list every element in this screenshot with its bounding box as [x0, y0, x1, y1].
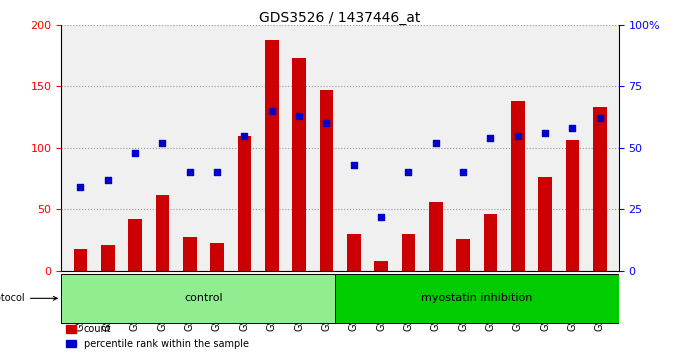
Point: [102, 177, 113, 183]
Bar: [456, 239, 470, 271]
FancyBboxPatch shape: [335, 274, 619, 323]
Point: [430, 140, 441, 146]
Bar: [183, 236, 197, 271]
Bar: [374, 261, 388, 271]
Bar: [265, 40, 279, 271]
Point: [403, 170, 413, 175]
Point: [321, 120, 332, 126]
Point: [211, 170, 222, 175]
Point: [184, 170, 195, 175]
Bar: [156, 195, 169, 271]
Point: [130, 150, 141, 156]
Bar: [101, 245, 114, 271]
Bar: [593, 107, 607, 271]
Point: [267, 108, 277, 114]
Point: [458, 170, 469, 175]
Bar: [566, 141, 579, 271]
Text: control: control: [184, 293, 222, 303]
Bar: [237, 136, 251, 271]
Point: [157, 140, 168, 146]
Legend: count, percentile rank within the sample: count, percentile rank within the sample: [66, 324, 249, 349]
FancyBboxPatch shape: [61, 274, 345, 323]
Point: [348, 162, 359, 168]
Bar: [538, 177, 552, 271]
Point: [512, 133, 523, 138]
Point: [75, 184, 86, 190]
Bar: [320, 90, 333, 271]
Point: [375, 214, 386, 219]
Bar: [347, 234, 360, 271]
Bar: [511, 101, 524, 271]
Bar: [210, 242, 224, 271]
Point: [594, 115, 605, 121]
Point: [539, 130, 550, 136]
Bar: [292, 58, 306, 271]
Bar: [483, 214, 497, 271]
Bar: [429, 202, 443, 271]
Point: [485, 135, 496, 141]
Point: [239, 133, 250, 138]
Point: [567, 125, 578, 131]
Bar: [73, 249, 87, 271]
Text: myostatin inhibition: myostatin inhibition: [421, 293, 532, 303]
Point: [294, 113, 305, 119]
Text: GDS3526 / 1437446_at: GDS3526 / 1437446_at: [259, 11, 421, 25]
Bar: [128, 219, 142, 271]
Bar: [401, 234, 415, 271]
Text: protocol: protocol: [0, 293, 57, 303]
